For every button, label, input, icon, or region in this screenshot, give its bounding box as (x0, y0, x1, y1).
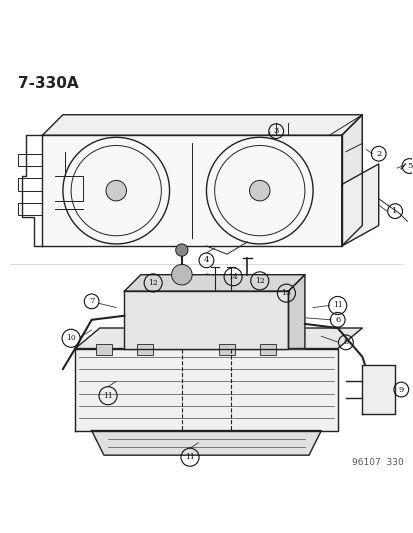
Text: 11: 11 (332, 302, 342, 310)
Polygon shape (341, 115, 361, 246)
Text: 96107  330: 96107 330 (351, 458, 402, 467)
Text: 10: 10 (66, 334, 76, 342)
Polygon shape (75, 349, 337, 431)
Polygon shape (341, 164, 378, 246)
Text: 4: 4 (203, 256, 209, 264)
Circle shape (249, 180, 269, 201)
Text: 1: 1 (392, 207, 397, 215)
Text: 14: 14 (228, 273, 237, 281)
Text: 11: 11 (103, 392, 113, 400)
Text: 7: 7 (89, 297, 94, 305)
Circle shape (106, 180, 126, 201)
FancyBboxPatch shape (259, 344, 275, 354)
Polygon shape (75, 328, 361, 349)
Text: 7-330A: 7-330A (18, 76, 78, 91)
Text: 12: 12 (148, 279, 158, 287)
Text: 5: 5 (406, 162, 411, 170)
Polygon shape (288, 274, 304, 349)
Text: 2: 2 (375, 150, 380, 158)
Text: 11: 11 (185, 453, 195, 461)
Polygon shape (91, 431, 320, 455)
Circle shape (175, 244, 188, 256)
FancyBboxPatch shape (95, 344, 112, 354)
Circle shape (171, 264, 192, 285)
Text: 6: 6 (334, 316, 339, 324)
Text: 8: 8 (342, 338, 348, 346)
FancyBboxPatch shape (136, 344, 153, 354)
Polygon shape (124, 291, 288, 349)
Polygon shape (42, 135, 341, 246)
Polygon shape (124, 274, 304, 291)
Polygon shape (42, 115, 361, 135)
Polygon shape (361, 365, 394, 414)
Text: 3: 3 (273, 127, 278, 135)
Text: 13: 13 (281, 289, 291, 297)
Text: 12: 12 (254, 277, 264, 285)
Text: 9: 9 (398, 385, 403, 393)
FancyBboxPatch shape (218, 344, 235, 354)
